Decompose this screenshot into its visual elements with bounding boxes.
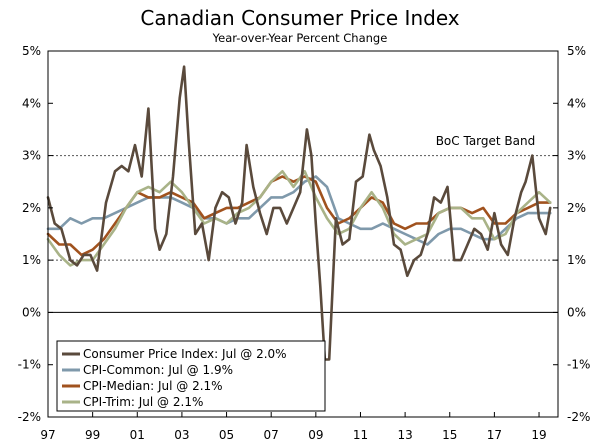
legend-label: CPI-Common: Jul @ 1.9% [83,363,233,377]
x-tick-label: 99 [85,428,100,442]
x-tick-label: 03 [174,428,189,442]
chart-subtitle: Year-over-Year Percent Change [212,31,388,45]
boc-target-band-label: BoC Target Band [436,134,536,148]
y-tick-left-label: 3% [22,149,41,163]
x-tick-label: 13 [397,428,412,442]
y-tick-right-label: 3% [567,149,586,163]
y-tick-right-label: -1% [567,358,590,372]
y-tick-left-label: 0% [22,305,41,319]
y-tick-left-label: 2% [22,201,41,215]
legend-box [56,340,326,412]
x-tick-label: 05 [219,428,234,442]
y-tick-right-label: 5% [567,44,586,58]
legend: Consumer Price Index: Jul @ 2.0% CPI-Comm… [56,340,326,412]
y-tick-left-label: 4% [22,96,41,110]
y-axis-right: -2% -1% 0% 1% 2% 3% 4% 5% [553,44,590,424]
y-tick-right-label: 2% [567,201,586,215]
y-tick-left-label: -2% [18,410,41,424]
series-lines [46,65,552,361]
x-tick-label: 97 [40,428,55,442]
series-line-consumer-price-index [46,65,552,361]
x-tick-label: 11 [353,428,368,442]
y-tick-right-label: 1% [567,253,586,267]
x-tick-label: 07 [264,428,279,442]
legend-label: CPI-Trim: Jul @ 2.1% [83,395,203,409]
y-tick-right-label: 4% [567,96,586,110]
x-tick-label: 01 [130,428,145,442]
x-tick-label: 19 [531,428,546,442]
y-tick-left-label: -1% [18,358,41,372]
x-tick-label: 09 [308,428,323,442]
series-line-cpi-trim [46,170,552,267]
y-tick-left-label: 5% [22,44,41,58]
y-tick-right-label: 0% [567,305,586,319]
x-tick-label: 17 [487,428,502,442]
legend-label: Consumer Price Index: Jul @ 2.0% [83,347,287,361]
legend-label: CPI-Median: Jul @ 2.1% [83,379,223,393]
y-tick-left-label: 1% [22,253,41,267]
y-axis-left: -2% -1% 0% 1% 2% 3% 4% 5% [18,44,53,424]
x-axis: 97 99 01 03 05 07 09 11 13 15 17 19 [40,412,547,442]
chart-title: Canadian Consumer Price Index [140,6,459,30]
plot-frame [47,50,559,418]
series-line-cpi-common [46,175,552,246]
y-tick-right-label: -2% [567,410,590,424]
x-tick-label: 15 [442,428,457,442]
